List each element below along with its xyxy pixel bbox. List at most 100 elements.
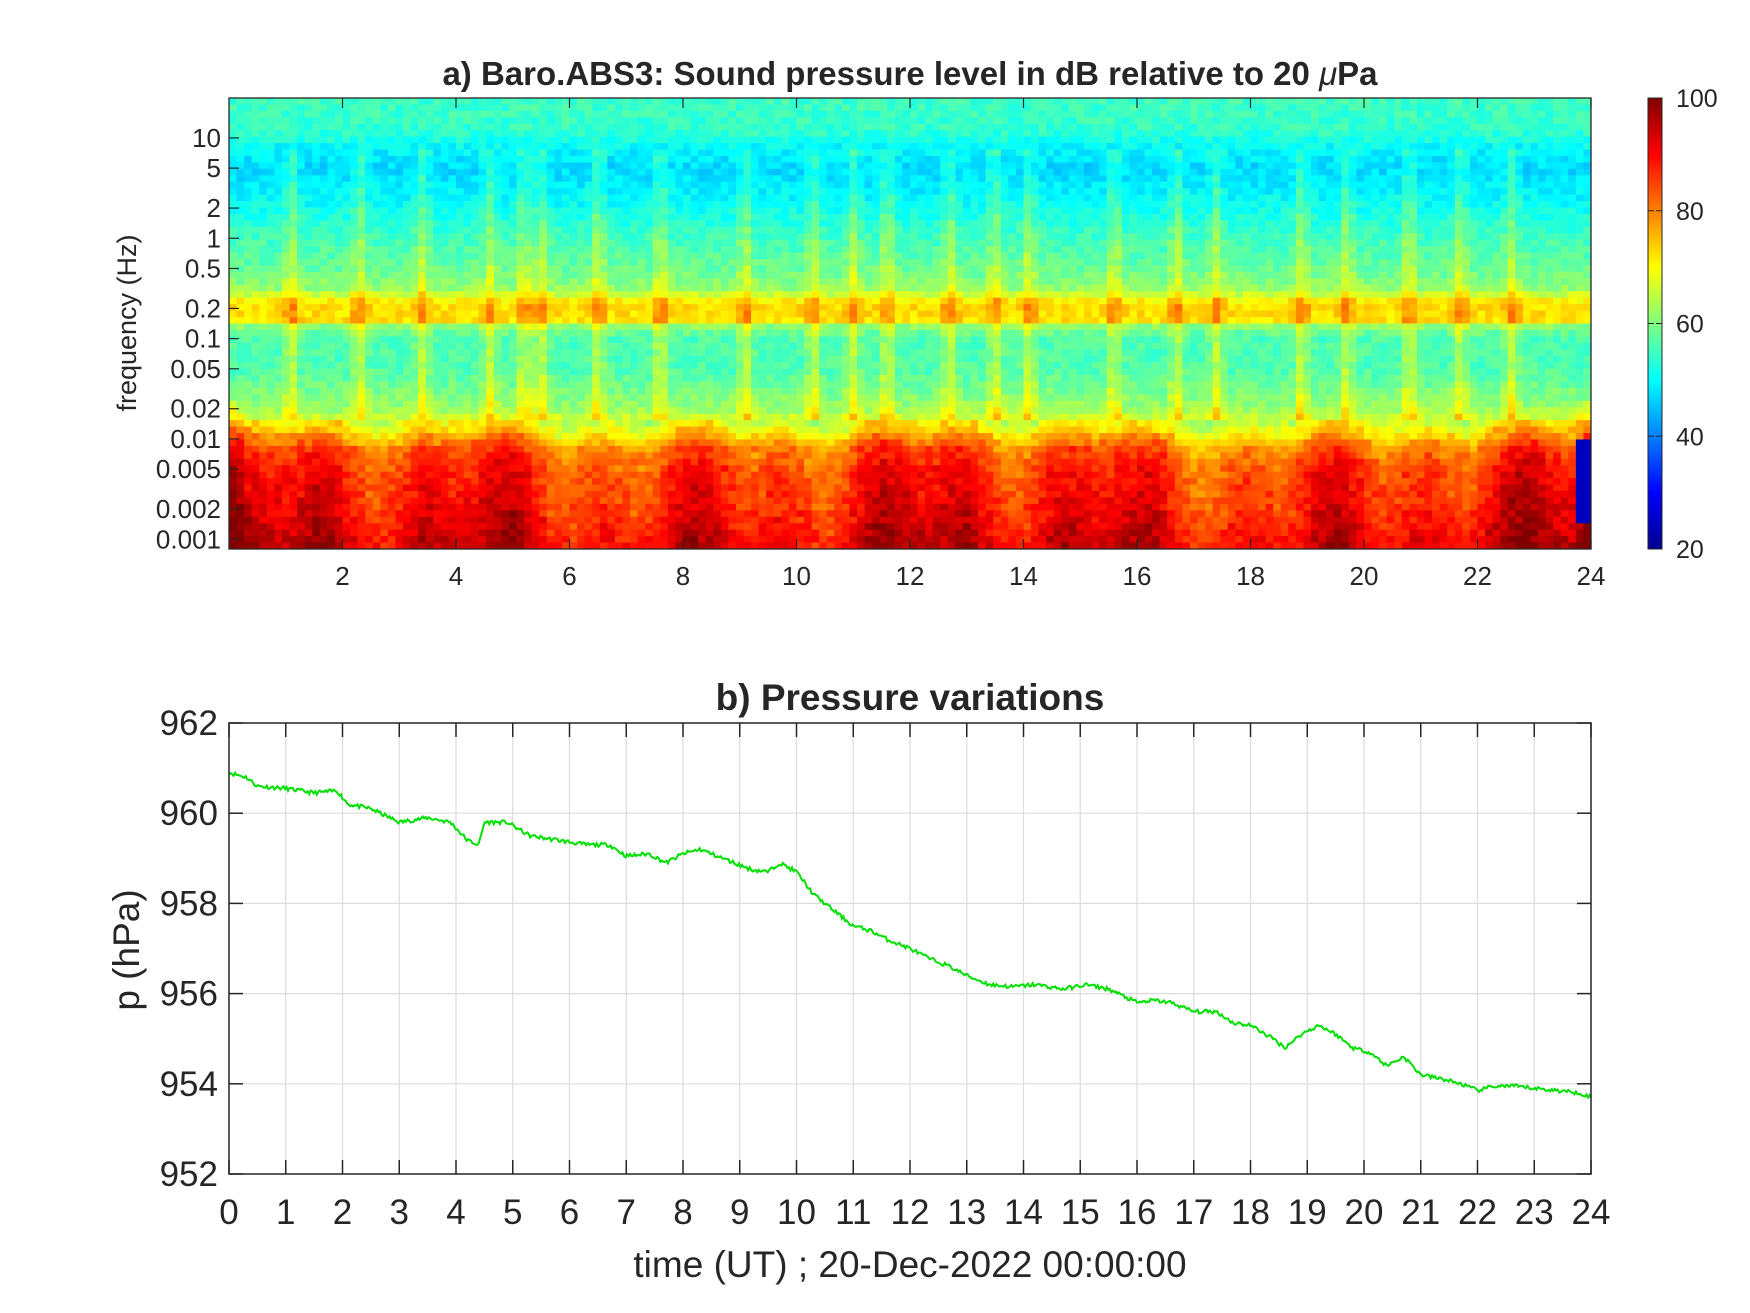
spectrogram-cell (471, 491, 480, 499)
spectrogram-cell (675, 239, 684, 247)
spectrogram-cell (327, 497, 336, 505)
spectrogram-cell (463, 471, 472, 479)
spectrogram-cell (584, 503, 593, 511)
spectrogram-cell (236, 188, 245, 196)
spectrogram-cell (561, 471, 571, 479)
spectrogram-cell (539, 433, 548, 441)
spectrogram-cell (539, 271, 548, 279)
spectrogram-cell (486, 110, 495, 118)
spectrogram-cell (236, 375, 245, 383)
spectrogram-cell (403, 162, 412, 170)
spectrogram-cell (614, 323, 624, 331)
spectrogram-cell (304, 349, 313, 357)
spectrogram-cell (683, 123, 692, 131)
spectrogram-cell (425, 123, 434, 131)
spectrogram-cell (524, 239, 533, 247)
spectrogram-cell (433, 394, 442, 402)
spectrogram-cell (622, 317, 631, 325)
spectrogram-cell (334, 471, 344, 479)
spectrogram-cell (251, 201, 260, 209)
spectrogram-cell (660, 168, 669, 176)
spectrogram-cell (463, 542, 472, 549)
spectrogram-cell (675, 413, 684, 421)
spectrogram-cell (478, 529, 487, 537)
spectrogram-cell (539, 336, 548, 344)
spectrogram-cell (683, 349, 692, 357)
spectrogram-cell (751, 387, 760, 395)
spectrogram-cell (493, 355, 502, 363)
spectrogram-cell (327, 484, 336, 492)
spectrogram-cell (327, 349, 336, 357)
spectrogram-cell (667, 143, 677, 151)
spectrogram-cell (448, 239, 457, 247)
spectrogram-cell (614, 284, 624, 292)
spectrogram-cell (433, 278, 442, 286)
spectrogram-cell (251, 239, 260, 247)
spectrogram-cell (743, 188, 752, 196)
spectrogram-cell (607, 497, 616, 505)
spectrogram-cell (425, 149, 434, 157)
spectrogram-cell (546, 123, 555, 131)
spectrogram-cell (433, 168, 442, 176)
spectrogram-cell (524, 246, 533, 254)
spectrogram-cell (728, 542, 737, 549)
spectrogram-cell (743, 426, 752, 434)
spectrogram-cell (577, 98, 586, 106)
spectrogram-cell (350, 226, 359, 234)
spectrogram-cell (660, 130, 669, 138)
spectrogram-cell (524, 381, 533, 389)
spectrogram-cell (471, 136, 480, 144)
spectrogram-cell (584, 265, 593, 273)
spectrogram-cell (599, 523, 608, 531)
spectrogram-cell (440, 143, 450, 151)
spectrogram-cell (751, 478, 760, 486)
spectrogram-cell (274, 265, 283, 273)
spectrogram-cell (365, 104, 374, 112)
spectrogram-cell (758, 407, 767, 415)
spectrogram-cell (281, 98, 291, 106)
spectrogram-cell (266, 175, 275, 183)
spectrogram-cell (569, 375, 578, 383)
spectrogram-cell (372, 336, 381, 344)
spectrogram-cell (675, 304, 684, 312)
spectrogram-cell (758, 536, 767, 544)
spectrogram-cell (728, 439, 737, 447)
spectrogram-cell (584, 317, 593, 325)
spectrogram-cell (758, 342, 767, 350)
spectrogram-cell (743, 368, 752, 376)
spectrogram-cell (236, 194, 245, 202)
spectrogram-cell (440, 452, 450, 460)
spectrogram-cell (630, 420, 639, 428)
spectrogram-cell (297, 117, 306, 125)
spectrogram-cell (561, 497, 571, 505)
spectrogram-cell (713, 516, 722, 524)
spectrogram-cell (486, 329, 495, 337)
spectrogram-cell (501, 265, 510, 273)
spectrogram-cell (743, 143, 752, 151)
spectrogram-cell (410, 278, 419, 286)
spectrogram-cell (433, 175, 442, 183)
spectrogram-cell (259, 265, 268, 273)
spectrogram-cell (584, 510, 593, 518)
spectrogram-cell (546, 433, 555, 441)
spectrogram-cell (577, 375, 586, 383)
spectrogram-cell (334, 516, 344, 524)
spectrogram-cell (637, 271, 646, 279)
spectrogram-cell (440, 98, 450, 106)
spectrogram-cell (508, 259, 518, 267)
spectrogram-cell (599, 304, 608, 312)
spectrogram-cell (342, 291, 351, 299)
spectrogram-cell (630, 491, 639, 499)
spectrogram-cell (350, 98, 359, 106)
spectrogram-cell (698, 516, 707, 524)
spectrogram-cell (508, 342, 518, 350)
spectrogram-cell (554, 130, 563, 138)
spectrogram-cell (599, 336, 608, 344)
spectrogram-cell (380, 104, 389, 112)
spectrogram-cell (281, 329, 291, 337)
spectrogram-cell (244, 123, 253, 131)
spectrogram-cell (327, 194, 336, 202)
spectrogram-cell (471, 271, 480, 279)
spectrogram-cell (690, 265, 699, 273)
spectrogram-cell (667, 329, 677, 337)
